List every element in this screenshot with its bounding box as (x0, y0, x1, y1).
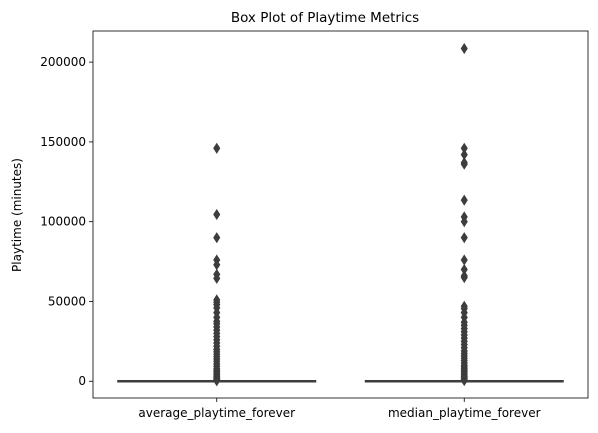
outlier-point (460, 375, 468, 387)
outlier-point (460, 254, 468, 266)
outlier-point (213, 232, 221, 244)
outlier-point (213, 375, 221, 387)
y-tick-label: 200000 (40, 55, 86, 69)
y-axis-label: Playtime (minutes) (10, 158, 24, 272)
axes-frame (92, 30, 589, 399)
outlier-point (460, 216, 468, 228)
outlier-point (460, 42, 468, 55)
outlier-point (460, 232, 468, 244)
y-tick-label: 150000 (40, 135, 86, 149)
chart-title: Box Plot of Playtime Metrics (231, 10, 419, 26)
outlier-point (460, 271, 468, 284)
x-tick-label: median_playtime_forever (388, 406, 541, 420)
y-tick-label: 100000 (40, 215, 86, 229)
outlier-point (213, 208, 221, 221)
x-tick-label: average_playtime_forever (138, 406, 295, 420)
outlier-point (213, 272, 221, 284)
outlier-point (460, 194, 468, 206)
y-tick-label: 0 (78, 374, 86, 388)
outlier-point (460, 158, 468, 170)
outlier-point (213, 142, 221, 154)
y-tick-label: 50000 (48, 294, 86, 308)
plot-area: 0 50000 100000 150000 200000 average_playtime… (40, 30, 589, 420)
